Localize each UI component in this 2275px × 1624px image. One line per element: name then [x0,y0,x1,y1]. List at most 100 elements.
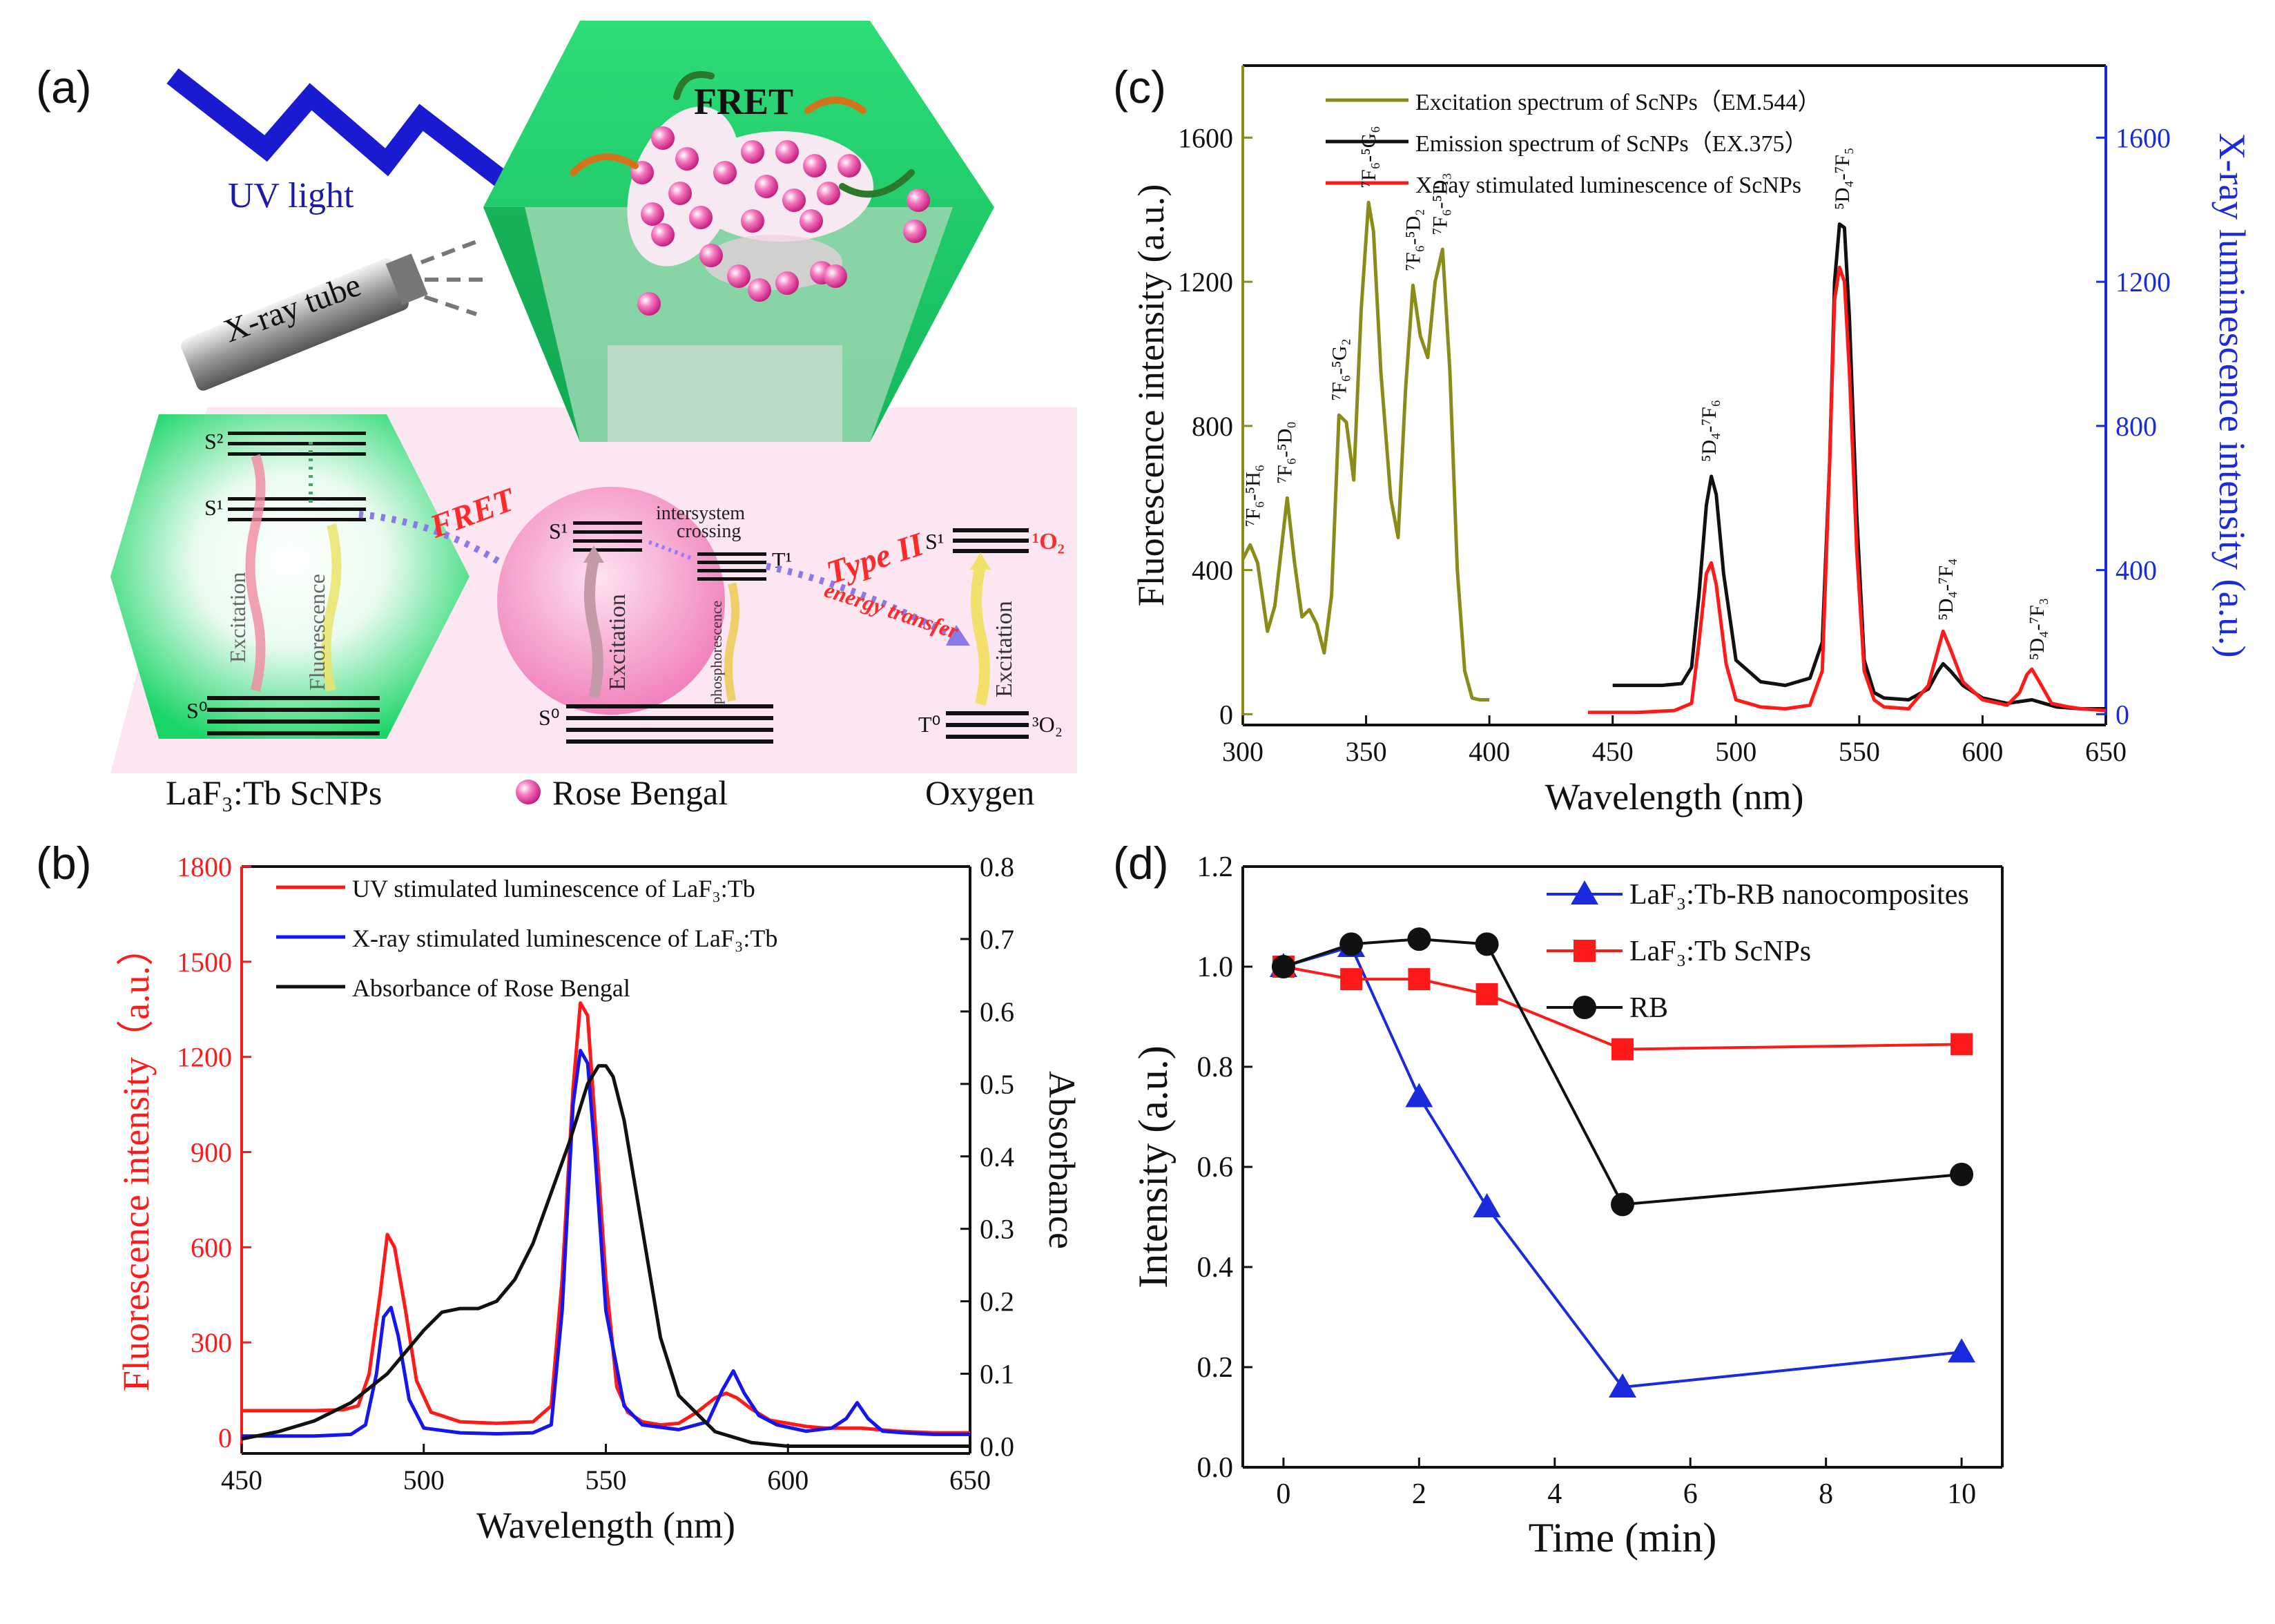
data-point-circle [1407,927,1431,951]
isc-label-1: intersystem [656,503,745,524]
y-tick-label: 1200 [1178,267,1233,298]
y-tick-label: 0.6 [1197,1152,1234,1183]
y2-tick-label: 0.3 [980,1214,1014,1245]
x-tick-label: 600 [767,1464,809,1496]
x-tick-label: 650 [2085,736,2127,767]
chart-d: 0 2 4 6 8 10 0.0 0.2 0.4 0.6 0.8 1.0 1.2 Time (min) In… [1130,851,2004,1560]
x-tick-label: 550 [585,1464,627,1496]
laf3-s1-label: S¹ [204,495,223,520]
x-axis-label: Time (min) [1529,1515,1717,1560]
y-tick-label: 900 [191,1137,232,1168]
data-point-triangle [1948,1338,1976,1363]
data-point-triangle [1405,1083,1433,1108]
laf3-s0-label: S⁰ [186,698,208,723]
fret-top-label: FRET [694,81,793,122]
uv-lightning-icon [166,68,517,195]
y2-tick-label: 0.0 [980,1431,1014,1462]
y-tick-label: 400 [1192,555,1233,586]
y2-tick-label: 0.5 [980,1069,1014,1100]
legend-entry-2: Absorbance of Rose Bengal [352,974,630,1002]
rb-excitation-arrow [584,558,603,699]
x-tick-label: 400 [1469,736,1510,767]
series-line-1 [1283,965,1962,1051]
isc-label-2: crossing [677,521,741,542]
y-tick-label: 1.2 [1197,851,1234,883]
peak-annotation: ⁷F₆-⁵D₃ [1429,173,1452,235]
x-tick-label: 6 [1683,1478,1698,1510]
y-tick-label: 0 [218,1422,232,1453]
y-axis-label: Fluorescence intensity (a.u.) [1130,184,1172,607]
data-point-square [1611,1038,1634,1061]
legend-marker [1573,996,1596,1019]
series-line-0 [242,1001,970,1435]
chart-b: 450 500 550 600 650 0 300 600 900 1200 1500 1800 0.0… [115,851,1083,1546]
legend-entry-1: Emission spectrum of ScNPs（EX.375） [1415,130,1808,157]
x-tick-label: 4 [1547,1478,1562,1510]
legend-marker [1571,880,1598,905]
rb-excitation-label: Excitation [605,594,630,690]
chart-c: 300 350 400 450 500 550 600 650 0 400 800 1200 1600 0… [1130,64,2253,818]
data-point-square [1950,1033,1973,1056]
legend-entry-2: RB [1629,992,1668,1024]
rb-energy-levels [566,521,773,744]
y-tick-label: 800 [1192,411,1233,442]
x-tick-label: 550 [1839,736,1880,767]
panel-label-d: (d) [1113,838,1169,889]
data-point-square [1408,968,1431,991]
peak-annotation: ⁵D₄-⁷F₄ [1935,558,1957,620]
laf3-energy-levels [207,432,380,735]
ox-excitation-label: Excitation [991,601,1017,697]
y-tick-label: 0.0 [1197,1452,1234,1484]
phosphorescence-label: phosphorescence [708,601,725,704]
x-tick-label: 10 [1947,1478,1976,1510]
legend-marker [1574,940,1596,962]
oxygen-energy-levels [946,528,1029,739]
legend-entry-1: LaF₃:Tb ScNPs [1629,936,1811,967]
peak-annotation: ⁷F₆-⁵G₆ [1357,126,1380,188]
series-line-2 [1588,265,2107,715]
x-tick-label: 500 [403,1464,445,1496]
x-tick-label: 650 [949,1464,991,1496]
y2-tick-label: 800 [2116,411,2157,442]
y-axis-label: Fluorescence intensity（a.u.） [115,929,157,1391]
laf3-excitation-arrow [245,454,266,692]
data-point-triangle [1473,1193,1501,1217]
y2-tick-label: 0.7 [980,924,1014,955]
y2-tick-label: 0 [2116,699,2129,730]
series-line-2 [1283,938,1962,1206]
data-point-circle [1611,1192,1634,1217]
type2-arrow [765,563,965,646]
y2-tick-label: 1200 [2116,267,2171,298]
y-tick-label: 0.4 [1197,1252,1234,1284]
x-tick-label: 300 [1222,736,1264,767]
series-line-0 [1283,945,1962,1389]
series-line-0 [1241,200,1490,702]
x-axis-label: Wavelength (nm) [476,1505,735,1546]
data-point-circle [1475,932,1499,956]
peak-annotation: ⁵D₄-⁷F₅ [1831,148,1854,210]
y2-tick-label: 0.2 [980,1286,1014,1317]
y-tick-label: 300 [191,1327,232,1358]
uv-light-label: UV light [228,176,354,215]
y2-tick-label: 1600 [2116,122,2171,153]
x-tick-label: 0 [1276,1478,1290,1510]
y-tick-label: 1600 [1178,122,1233,153]
data-point-circle [1950,1162,1974,1186]
caption-laf3: LaF₃:Tb ScNPs [166,773,382,812]
y2-tick-label: 0.4 [980,1141,1014,1172]
rose-bengal-sphere [497,487,725,715]
legend-entry-0: Excitation spectrum of ScNPs（EM.544） [1415,89,1821,115]
y2-tick-label: 0.8 [980,851,1014,882]
data-point-square [1475,983,1498,1005]
triplet-oxygen-label: ³O₂ [1032,712,1063,737]
peak-annotation: ⁷F₆-⁵H₆ [1241,465,1264,527]
y2-tick-label: 0.1 [980,1359,1014,1390]
x-tick-label: 8 [1819,1478,1833,1510]
y-tick-label: 600 [191,1232,232,1263]
legend-entry-1: X-ray stimulated luminescence of LaF₃:Tb [352,925,777,952]
ox-excitation-arrow [971,565,990,706]
rose-bengal-ball-icon [516,780,541,804]
caption-oxygen: Oxygen [925,773,1034,812]
x-tick-label: 600 [1962,736,2003,767]
y-tick-label: 0.8 [1197,1052,1234,1083]
